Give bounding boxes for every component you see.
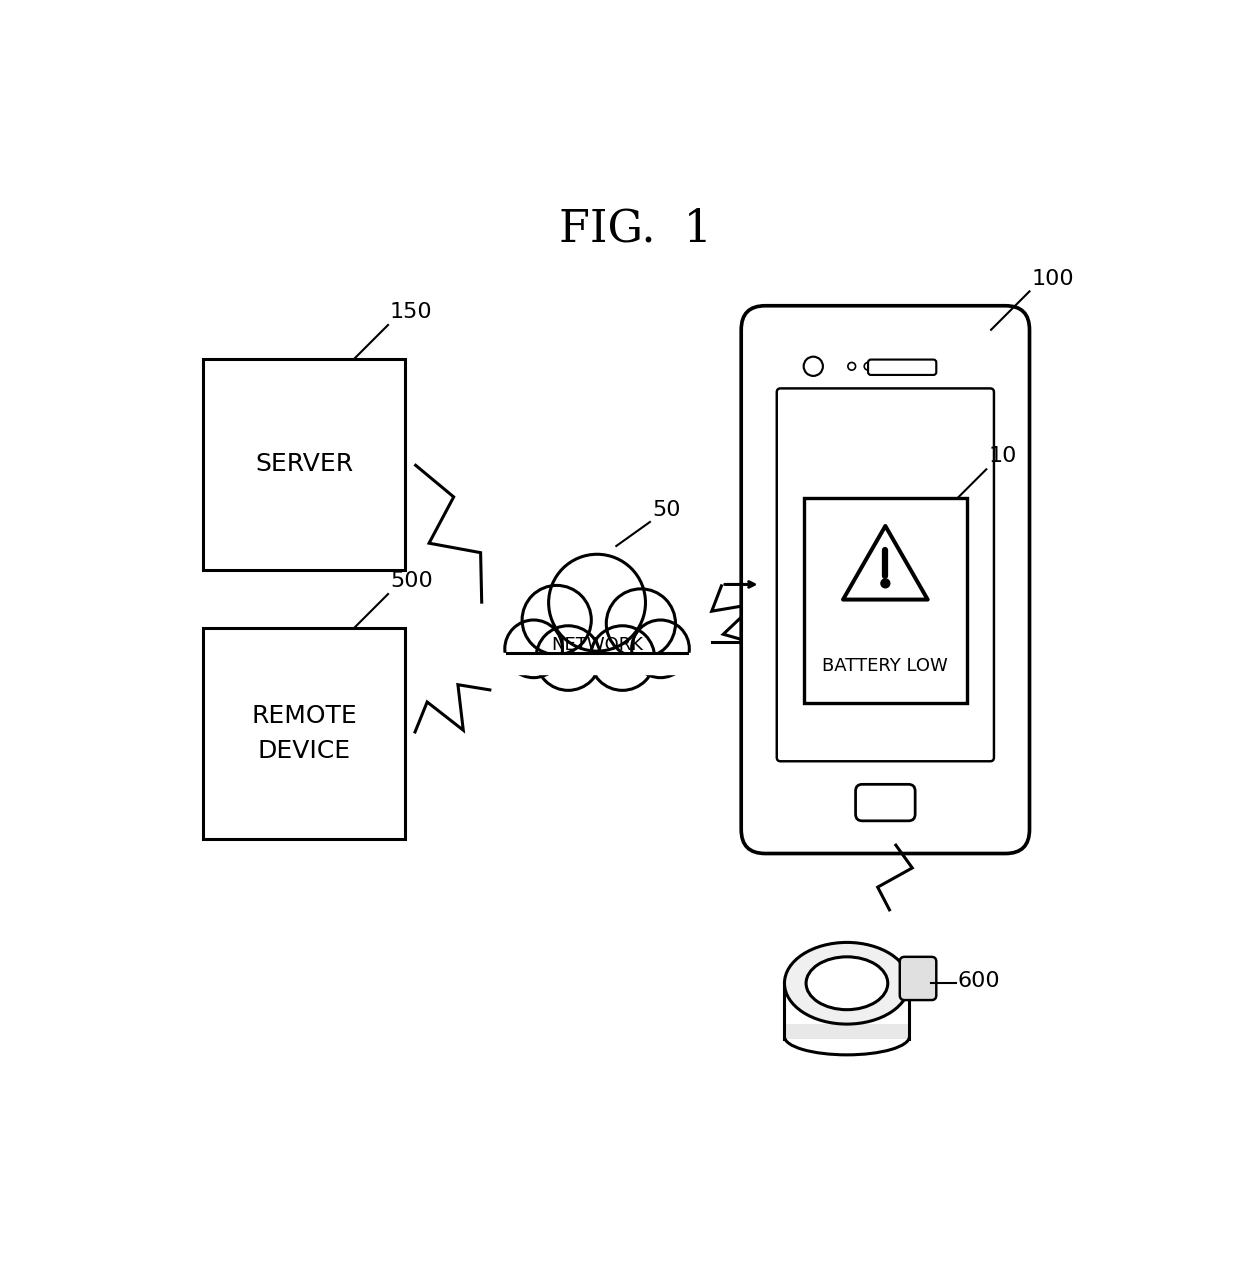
Text: SERVER: SERVER [255, 452, 353, 477]
Bar [203, 359, 404, 570]
FancyBboxPatch shape [868, 360, 936, 375]
Text: FIG.  1: FIG. 1 [559, 208, 712, 251]
Circle shape [536, 625, 600, 690]
Bar [804, 498, 967, 703]
Ellipse shape [785, 943, 909, 1024]
Circle shape [522, 585, 591, 655]
Text: REMOTE
DEVICE: REMOTE DEVICE [250, 703, 357, 763]
Text: 150: 150 [389, 302, 433, 322]
FancyBboxPatch shape [900, 957, 936, 1000]
Ellipse shape [806, 957, 888, 1009]
Circle shape [606, 589, 676, 658]
Circle shape [548, 555, 646, 651]
Circle shape [505, 620, 563, 678]
Text: 600: 600 [957, 971, 999, 991]
Text: BATTERY LOW: BATTERY LOW [822, 657, 949, 675]
FancyBboxPatch shape [785, 1024, 909, 1039]
Circle shape [880, 579, 890, 588]
Circle shape [590, 625, 655, 690]
Bar [498, 653, 696, 674]
Text: NETWORK: NETWORK [551, 635, 644, 655]
Text: 10: 10 [988, 447, 1017, 466]
Bar [203, 628, 404, 839]
FancyBboxPatch shape [776, 388, 994, 761]
Text: 50: 50 [652, 500, 681, 520]
FancyBboxPatch shape [742, 306, 1029, 853]
Text: 500: 500 [389, 571, 433, 591]
FancyBboxPatch shape [856, 784, 915, 821]
Circle shape [631, 620, 689, 678]
Text: 100: 100 [1032, 269, 1074, 290]
